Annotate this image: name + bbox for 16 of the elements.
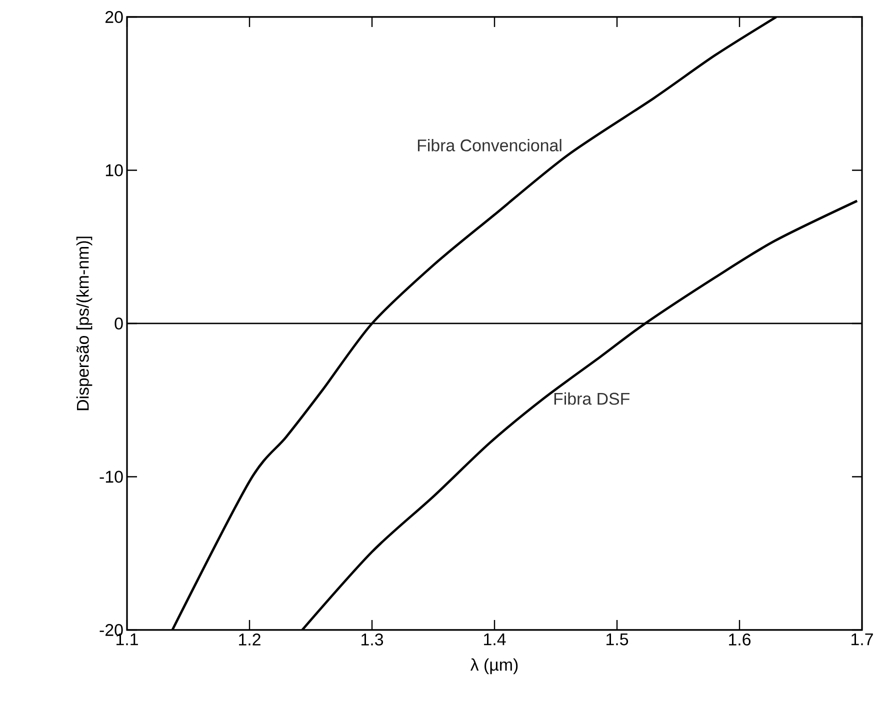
x-tick-label: 1.5 <box>606 634 628 646</box>
series-label: Fibra DSF <box>554 392 630 405</box>
x-tick-label: 1.7 <box>852 634 873 646</box>
x-tick-label: 1.6 <box>729 634 751 646</box>
y-tick-label: 10 <box>106 164 123 176</box>
y-axis-title: Dispersão [ps/(km-nm)] <box>76 236 92 410</box>
x-axis-title: λ (µm) <box>470 658 518 674</box>
y-tick-label: -20 <box>100 624 123 636</box>
y-tick-label: 0 <box>114 317 123 330</box>
y-tick-label: -10 <box>100 470 123 483</box>
x-tick-label: 1.1 <box>116 634 138 646</box>
x-tick-label: 1.2 <box>239 634 260 646</box>
y-tick-label: 20 <box>106 10 123 23</box>
series-label: Fibra Convencional <box>418 138 562 152</box>
x-tick-label: 1.3 <box>362 634 384 646</box>
x-tick-label: 1.4 <box>484 634 506 646</box>
